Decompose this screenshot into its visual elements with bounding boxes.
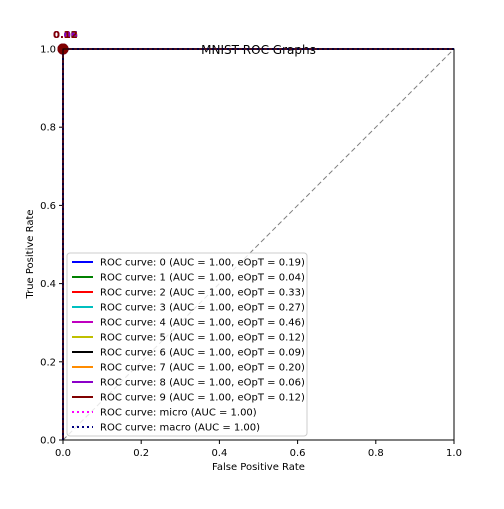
optimal-point-label-3: 0.27 [53,30,78,41]
legend-label-9: ROC curve: 9 (AUC = 1.00, eOpT = 0.12) [100,393,305,404]
legend-label-1: ROC curve: 1 (AUC = 1.00, eOpT = 0.04) [100,273,305,284]
y-tick-label: 1.0 [40,45,56,56]
optimal-point-label-5: 0.12 [53,30,78,41]
legend-label-5: ROC curve: 5 (AUC = 1.00, eOpT = 0.12) [100,333,305,344]
x-tick-label: 0.4 [211,448,227,459]
legend-label-6: ROC curve: 6 (AUC = 1.00, eOpT = 0.09) [100,348,305,359]
legend-box [66,252,308,437]
y-tick-label: 0.8 [40,123,56,134]
legend-label-2: ROC curve: 2 (AUC = 1.00, eOpT = 0.33) [100,288,305,299]
x-tick-label: 0.2 [133,448,149,459]
legend-entries: ROC curve: 0 (AUC = 1.00, eOpT = 0.19) RO… [72,258,305,434]
optimal-point-label-6: 0.09 [53,30,78,41]
optimal-point-label-4: 0.46 [53,30,78,41]
x-tick-label: 0.6 [290,448,306,459]
y-tick-label: 0.4 [40,279,56,290]
optimal-point-label-9: 0.12 [53,30,78,41]
legend-label-11: ROC curve: macro (AUC = 1.00) [100,423,260,434]
legend-label-10: ROC curve: micro (AUC = 1.00) [100,408,257,419]
legend-label-0: ROC curve: 0 (AUC = 1.00, eOpT = 0.19) [100,258,305,269]
optimal-point-label-0: 0.19 [53,30,78,41]
legend-label-3: ROC curve: 3 (AUC = 1.00, eOpT = 0.27) [100,303,305,314]
plot-frame [62,48,455,441]
x-tick-label: 0.8 [368,448,384,459]
optimal-point-label-1: 0.04 [53,30,78,41]
optimal-point-label-2: 0.33 [53,30,78,41]
legend-label-4: ROC curve: 4 (AUC = 1.00, eOpT = 0.46) [100,318,305,329]
x-tick-label: 0.0 [55,448,71,459]
optimal-point-label-7: 0.20 [53,30,78,41]
legend-label-7: ROC curve: 7 (AUC = 1.00, eOpT = 0.20) [100,363,305,374]
legend: ROC curve: 0 (AUC = 1.00, eOpT = 0.19) RO… [66,252,308,437]
y-axis-label: True Positive Rate [25,209,36,299]
x-axis-label: False Positive Rate [212,462,305,473]
x-tick-label: 1.0 [446,448,462,459]
y-tick-label: 0.6 [40,201,56,212]
axis-ticks: 0.0 0.2 0.4 0.6 0.8 1.0 0.0 0.2 0.4 0.6 0.8 1.0 [40,45,462,460]
optimal-point-label-8: 0.06 [53,30,78,41]
y-tick-label: 0.2 [40,357,56,368]
y-tick-label: 0.0 [40,436,56,447]
legend-label-8: ROC curve: 8 (AUC = 1.00, eOpT = 0.06) [100,378,305,389]
optimal-point-labels: 0.190.040.330.270.460.120.090.200.060.12 [53,30,78,41]
